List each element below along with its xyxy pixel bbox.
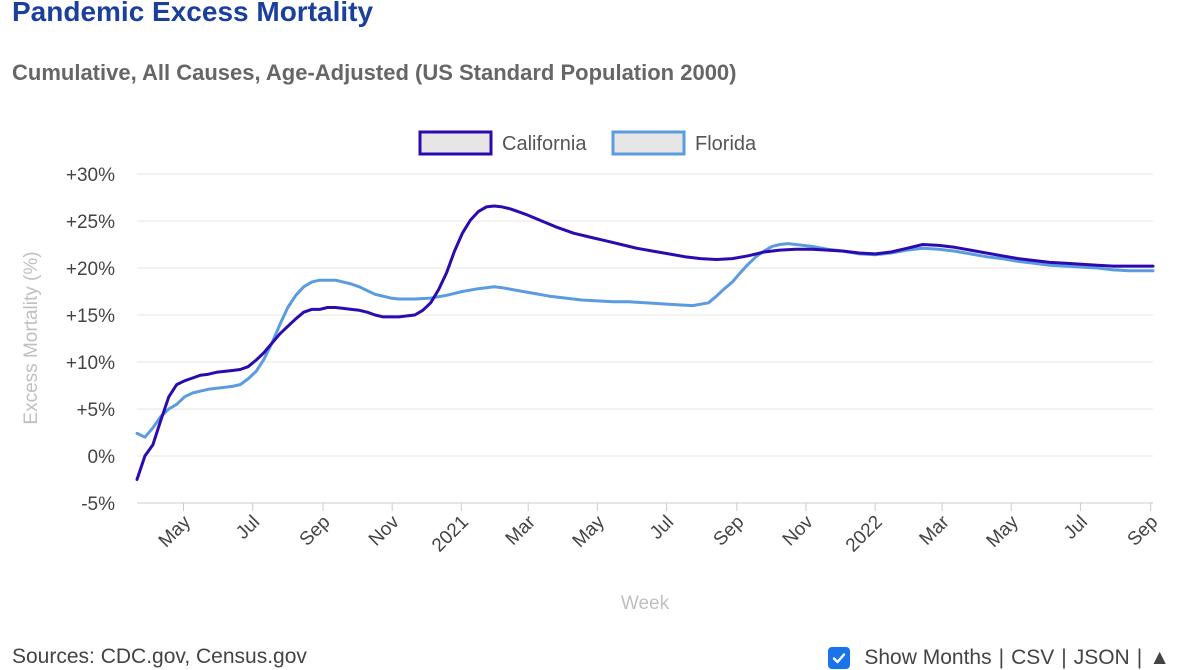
page-title: Pandemic Excess Mortality — [12, 0, 374, 27]
x-tick-label: Nov — [779, 511, 818, 550]
x-tick-label: Sep — [1124, 512, 1163, 551]
x-tick-label: May — [155, 511, 196, 552]
y-tick-label: +25% — [66, 212, 115, 233]
x-axis-tick-labels: May Jul Sep Nov 2021 Mar May Jul Sep Nov 2022 Mar Ma… — [155, 511, 1162, 556]
y-axis-title: Excess Mortality (%) — [21, 251, 42, 424]
y-tick-label: +10% — [66, 353, 115, 374]
series-line-florida — [135, 242, 1155, 439]
y-tick-label: +30% — [66, 165, 115, 186]
x-tick-label: Sep — [296, 512, 335, 551]
y-tick-label: +5% — [76, 400, 115, 421]
x-tick-label: 2022 — [842, 512, 887, 557]
legend-label-california[interactable]: California — [502, 133, 587, 155]
checkmark-icon — [833, 653, 846, 664]
series-line-california — [135, 204, 1155, 481]
csv-link[interactable]: CSV — [1011, 646, 1055, 669]
legend-swatch-california[interactable] — [418, 130, 493, 156]
separator: | — [1136, 646, 1143, 669]
chart-subtitle: Cumulative, All Causes, Age-Adjusted (US… — [12, 60, 737, 85]
y-axis-tick-labels: +30% +25% +20% +15% +10% +5% 0% -5% — [66, 165, 115, 515]
scroll-top-icon[interactable]: ▲ — [1149, 646, 1170, 669]
footer-controls: Show Months | CSV | JSON | ▲ — [828, 646, 1170, 670]
chart-gridlines — [137, 173, 1153, 511]
x-tick-label: Jul — [1060, 512, 1092, 544]
x-tick-label: May — [983, 511, 1024, 552]
y-tick-label: -5% — [81, 494, 115, 515]
y-tick-label: +15% — [66, 306, 115, 327]
x-tick-label: Sep — [710, 512, 749, 551]
chart-legend[interactable]: California Florida — [418, 130, 757, 156]
legend-swatch-florida[interactable] — [611, 130, 686, 156]
json-link[interactable]: JSON — [1073, 646, 1130, 669]
show-months-label[interactable]: Show Months — [864, 646, 992, 669]
x-axis-title: Week — [621, 593, 670, 614]
x-tick-label: Nov — [365, 511, 404, 550]
x-tick-label: Mar — [916, 511, 954, 549]
show-months-checkbox[interactable] — [828, 647, 851, 669]
x-tick-label: May — [569, 511, 610, 552]
sources-text: Sources: CDC.gov, Census.gov — [12, 645, 307, 668]
excess-mortality-chart: California Florida +30% +25% +20% +15% +10% +5… — [21, 130, 1162, 614]
x-tick-label: Jul — [232, 512, 264, 544]
y-tick-label: 0% — [88, 447, 116, 468]
chart-series — [135, 204, 1155, 481]
separator: | — [1061, 646, 1067, 669]
x-tick-label: Jul — [646, 512, 678, 544]
separator: | — [998, 646, 1005, 669]
legend-label-florida[interactable]: Florida — [695, 133, 757, 155]
y-tick-label: +20% — [66, 259, 115, 280]
x-tick-label: 2021 — [428, 512, 473, 557]
x-tick-label: Mar — [502, 511, 540, 549]
